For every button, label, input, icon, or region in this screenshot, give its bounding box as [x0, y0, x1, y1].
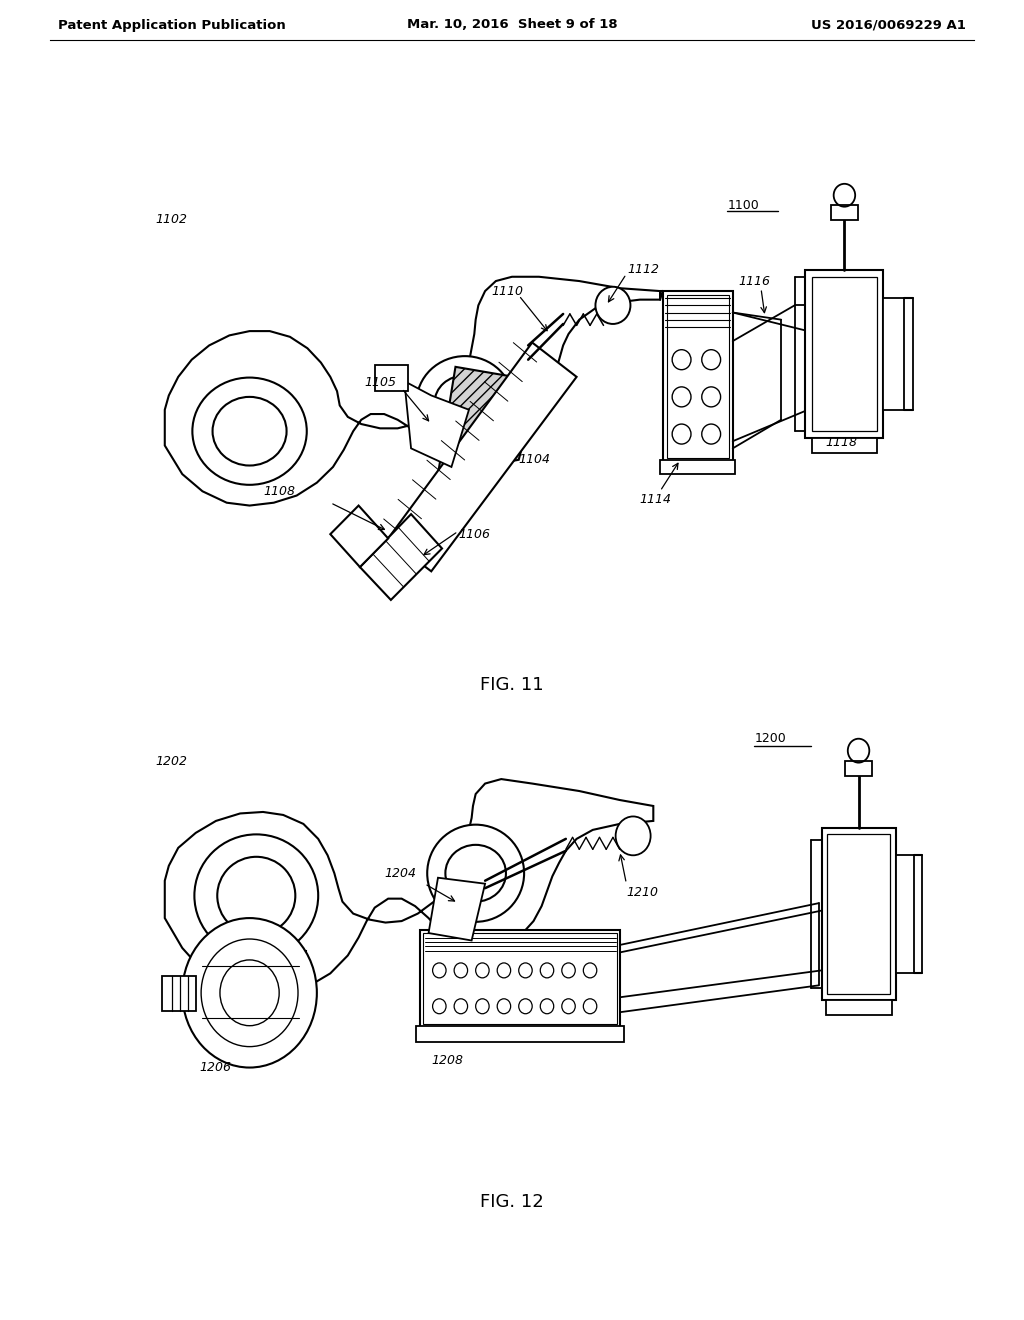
Text: 1210: 1210 [627, 886, 658, 899]
Bar [423, 933, 617, 1024]
Ellipse shape [434, 375, 496, 430]
Bar [417, 1026, 624, 1043]
Polygon shape [404, 381, 469, 467]
Text: FIG. 11: FIG. 11 [480, 676, 544, 694]
Bar [845, 762, 872, 776]
Polygon shape [165, 277, 660, 506]
Circle shape [595, 286, 631, 323]
Ellipse shape [445, 845, 506, 902]
Bar [812, 438, 877, 453]
Text: 1206: 1206 [200, 1061, 231, 1074]
Bar [825, 1001, 892, 1015]
Text: 1105: 1105 [364, 376, 396, 389]
Bar [806, 269, 884, 438]
Polygon shape [165, 779, 653, 991]
Text: 1104: 1104 [519, 453, 551, 466]
Bar [830, 205, 858, 219]
Text: 1208: 1208 [431, 1053, 463, 1067]
Bar [812, 277, 877, 432]
Text: 1114: 1114 [640, 494, 672, 507]
Polygon shape [438, 367, 539, 474]
Text: FIG. 12: FIG. 12 [480, 1193, 544, 1210]
Ellipse shape [427, 825, 524, 921]
Circle shape [615, 817, 650, 855]
Bar [896, 855, 914, 973]
Text: Mar. 10, 2016  Sheet 9 of 18: Mar. 10, 2016 Sheet 9 of 18 [407, 18, 617, 32]
Ellipse shape [195, 834, 318, 957]
Bar [663, 290, 733, 462]
Text: 1204: 1204 [384, 867, 416, 879]
Ellipse shape [213, 397, 287, 466]
Text: 1200: 1200 [755, 733, 786, 746]
Circle shape [182, 919, 316, 1068]
Text: Patent Application Publication: Patent Application Publication [58, 18, 286, 32]
Text: 1102: 1102 [156, 213, 187, 226]
Text: 1106: 1106 [458, 528, 490, 541]
Bar [884, 298, 903, 409]
Bar [667, 296, 729, 458]
Bar [162, 977, 196, 1011]
Text: 1202: 1202 [156, 755, 187, 768]
Text: 1108: 1108 [263, 484, 295, 498]
Bar [827, 834, 890, 994]
Ellipse shape [193, 378, 307, 484]
Ellipse shape [417, 356, 513, 449]
Bar [375, 366, 409, 391]
Bar [421, 931, 620, 1027]
Polygon shape [359, 513, 442, 599]
Text: 1118: 1118 [825, 436, 857, 449]
Polygon shape [429, 878, 485, 940]
Text: 1112: 1112 [628, 263, 659, 276]
Text: 1116: 1116 [738, 275, 770, 288]
Bar [196, 950, 306, 1034]
Text: 1100: 1100 [727, 199, 759, 211]
Bar [660, 459, 735, 474]
Ellipse shape [217, 857, 295, 935]
Bar [821, 829, 896, 1001]
Polygon shape [331, 506, 388, 568]
Text: 1110: 1110 [492, 285, 524, 297]
Polygon shape [388, 342, 577, 572]
Text: US 2016/0069229 A1: US 2016/0069229 A1 [811, 18, 966, 32]
